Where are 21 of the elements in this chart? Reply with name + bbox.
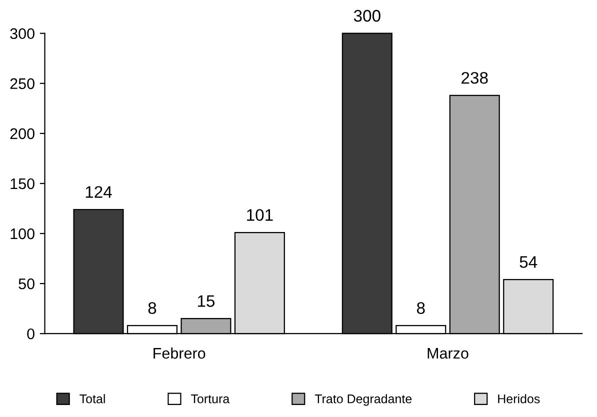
data-label: 8	[148, 302, 156, 314]
data-label: 54	[520, 256, 538, 268]
x-tick-label: Febrero	[154, 347, 206, 359]
data-label: 124	[86, 186, 112, 198]
y-tick-label: 150	[10, 178, 34, 190]
y-tick-label: 0	[27, 328, 34, 340]
y-tick-label: 100	[10, 228, 34, 240]
data-label: 238	[462, 72, 488, 84]
data-label: 15	[198, 295, 215, 307]
data-label: 8	[416, 302, 425, 314]
x-tick-label: Marzo	[428, 348, 468, 359]
data-label: 300	[354, 10, 380, 22]
legend-label: Tortura	[191, 394, 230, 404]
legend-label: Trato Degradante	[314, 394, 412, 406]
y-tick-label: 200	[10, 128, 34, 140]
y-tick-label: 50	[18, 278, 34, 290]
legend-label: Total	[80, 394, 105, 404]
data-label: 101	[247, 209, 273, 221]
y-tick-label: 250	[10, 78, 34, 90]
y-tick-label: 300	[10, 28, 34, 40]
legend-label: Heridos	[498, 394, 540, 404]
